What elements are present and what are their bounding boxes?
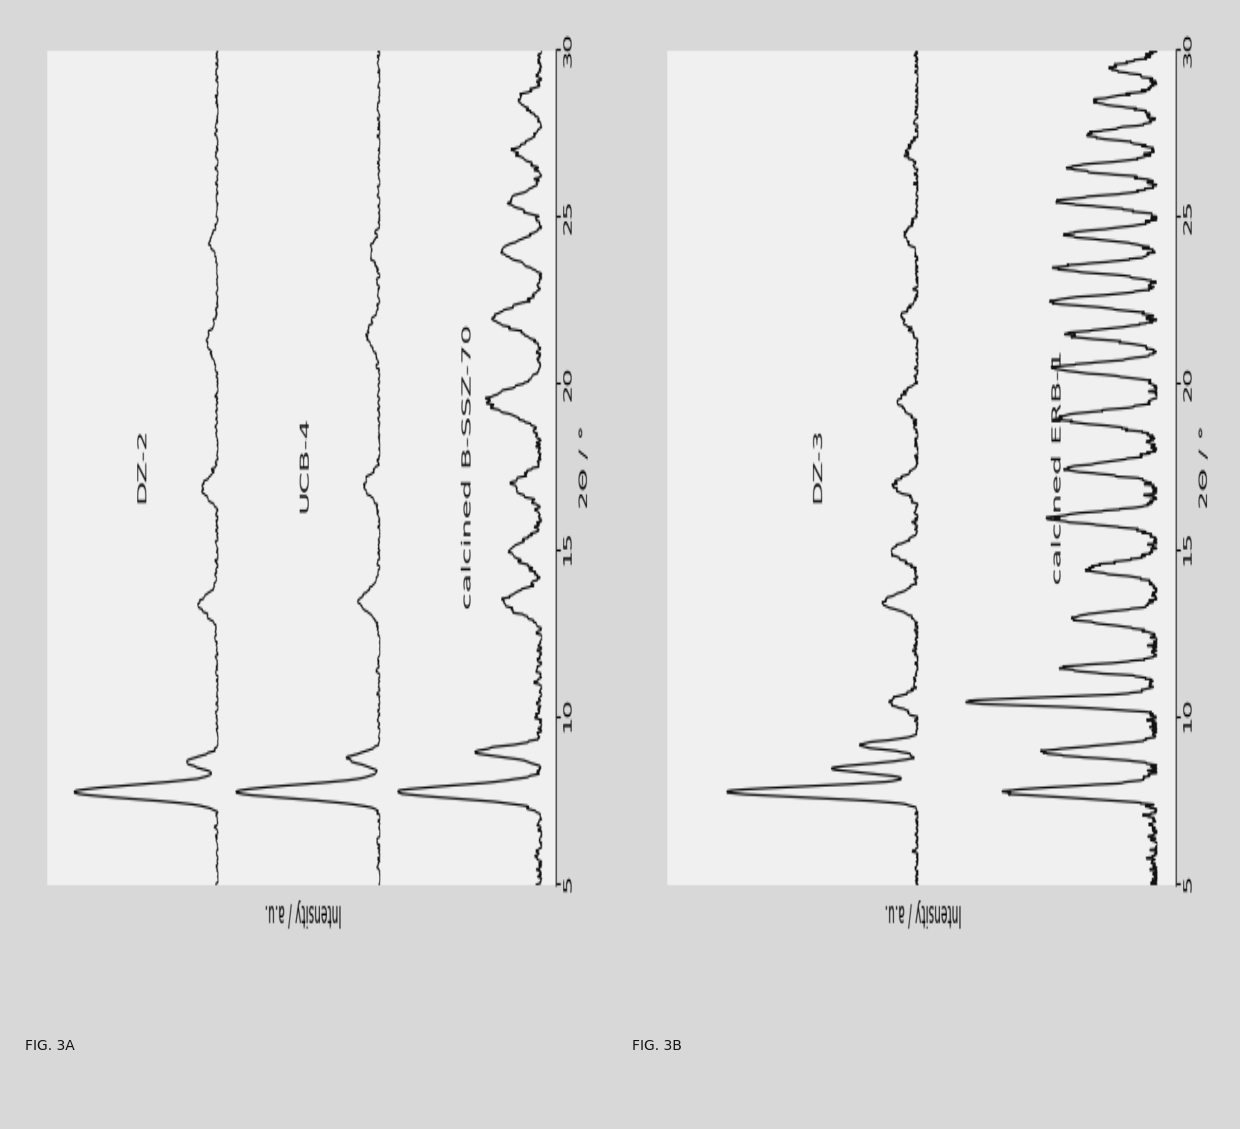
Text: FIG. 3A: FIG. 3A xyxy=(25,1039,74,1052)
Text: FIG. 3B: FIG. 3B xyxy=(632,1039,682,1052)
